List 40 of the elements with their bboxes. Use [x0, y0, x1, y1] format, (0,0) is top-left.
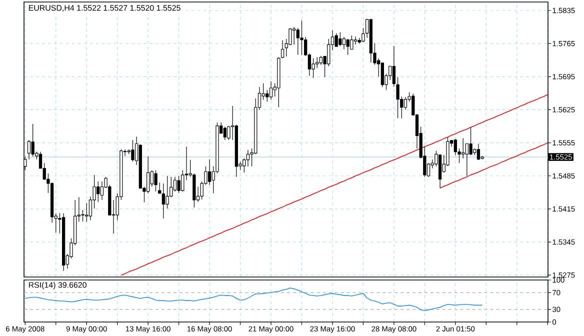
candlestick [476, 143, 480, 160]
candlestick [166, 176, 169, 209]
candlestick [292, 26, 296, 45]
candlestick [158, 182, 162, 194]
candlestick [227, 125, 230, 140]
candlestick [242, 158, 246, 173]
candlestick [288, 28, 292, 45]
candlestick [85, 202, 88, 222]
candlestick [316, 56, 319, 68]
candlestick [246, 150, 250, 167]
candlestick [266, 90, 269, 102]
candlestick [404, 96, 408, 110]
candlestick [100, 181, 104, 200]
candlestick [131, 140, 134, 162]
candlestick [362, 28, 365, 42]
candlestick [462, 138, 465, 159]
candlestick [342, 36, 346, 50]
candlestick [346, 38, 350, 56]
candlestick [269, 81, 273, 100]
candlestick [31, 124, 34, 157]
candlestick [154, 170, 158, 192]
candlestick [327, 38, 330, 67]
candlestick [162, 183, 166, 219]
candlestick [312, 58, 315, 78]
candlestick [465, 143, 469, 176]
candlestick [380, 62, 384, 88]
candlestick [350, 35, 354, 50]
candlestick [223, 126, 226, 140]
candlestick [280, 40, 284, 59]
candlestick [27, 140, 31, 160]
candlestick [146, 156, 150, 194]
candlestick [469, 126, 472, 156]
candlestick [208, 159, 212, 186]
candlestick [96, 181, 100, 202]
candlestick [334, 32, 338, 48]
candlestick [454, 138, 457, 156]
candlestick [177, 176, 180, 194]
candlestick [296, 28, 300, 56]
candlestick [300, 20, 304, 56]
candlestick [338, 32, 342, 46]
